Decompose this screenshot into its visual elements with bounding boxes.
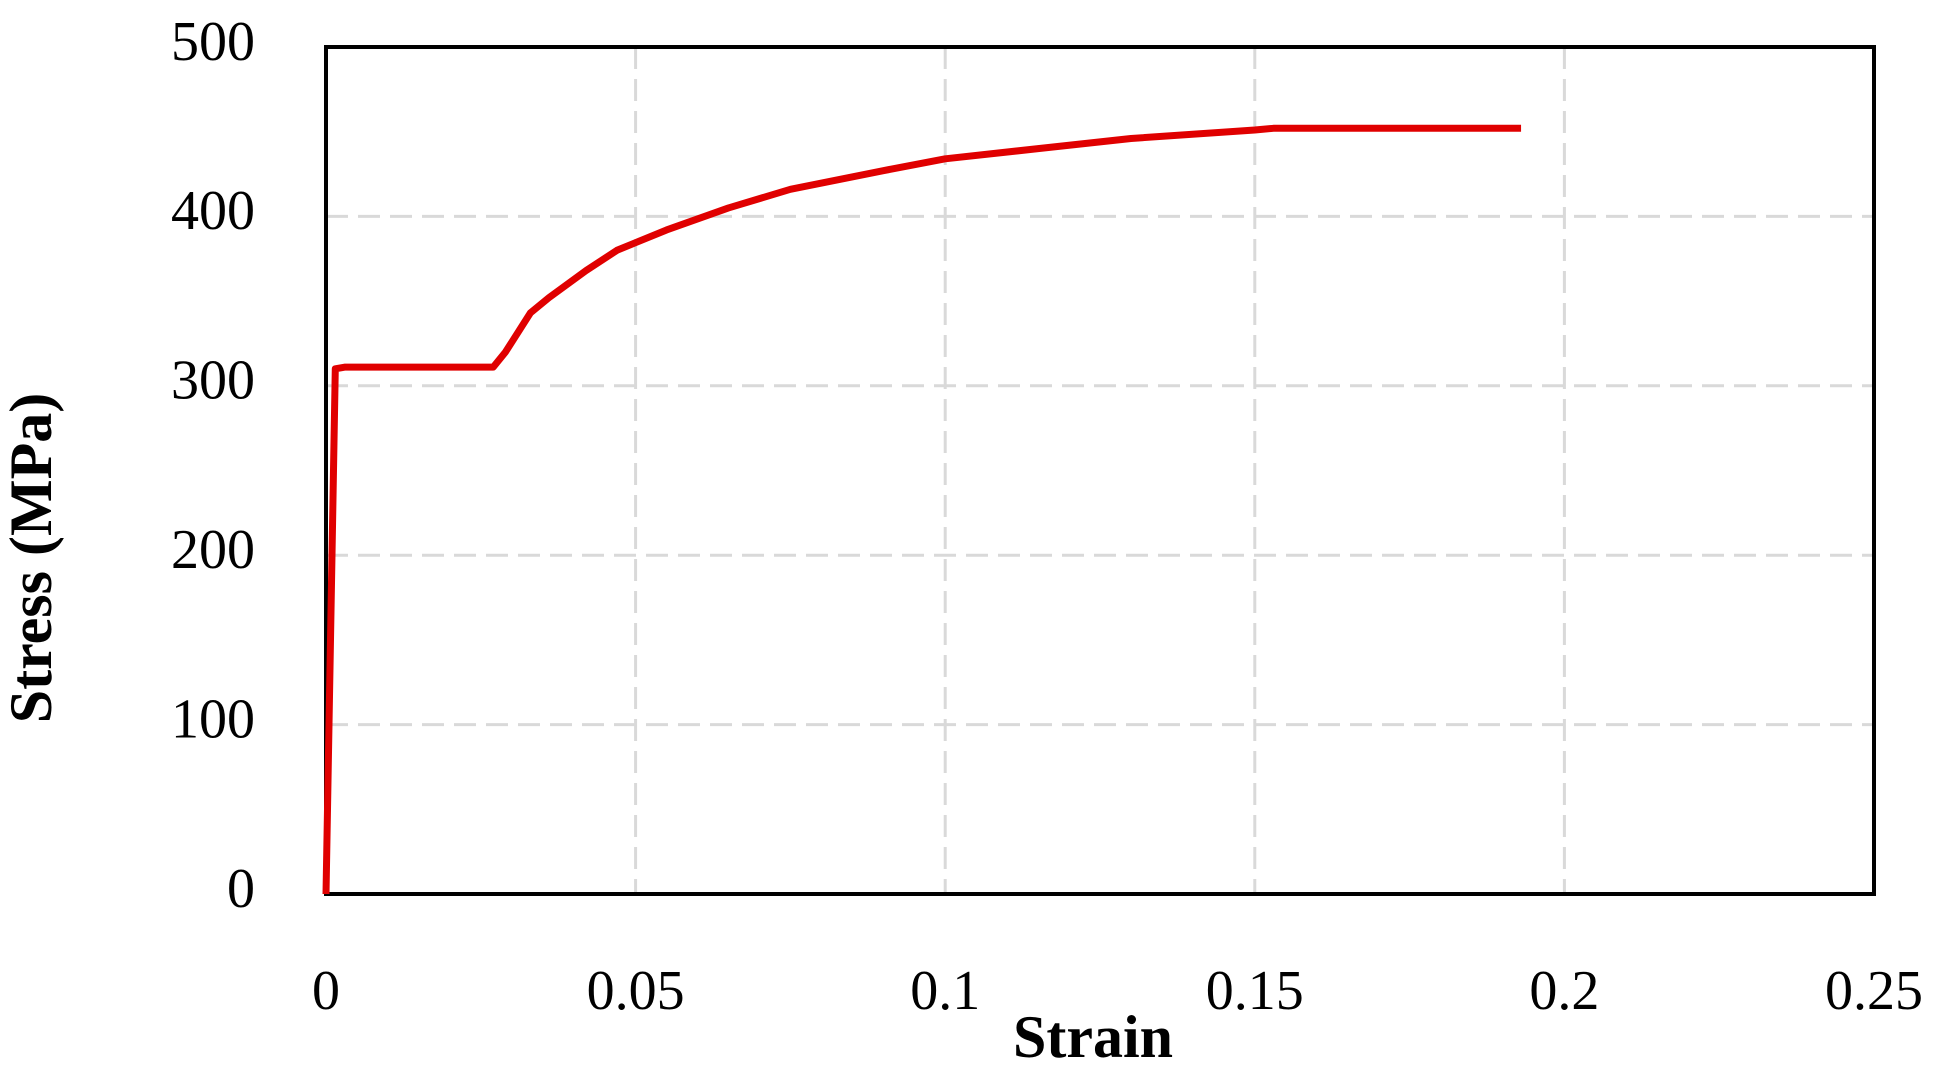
data-line [322,124,1522,895]
y-tick-label: 300 [171,350,255,412]
y-tick-label: 200 [171,519,255,581]
x-tick-label: 0.05 [587,960,685,1022]
x-tick-label: 0.2 [1529,960,1599,1022]
y-tick-label: 400 [171,180,255,242]
x-tick-label: 0.25 [1825,960,1923,1022]
plot-frame [324,45,1876,896]
x-tick-label: 0 [312,960,340,1022]
y-tick-label: 0 [227,858,255,920]
y-axis-title: Stress (MPa) [0,393,64,723]
x-tick-label: 0.1 [910,960,980,1022]
y-tick-label: 100 [171,688,255,750]
x-axis-title: Strain [1013,1004,1173,1070]
x-tick-label: 0.15 [1206,960,1304,1022]
y-tick-label: 500 [171,11,255,73]
